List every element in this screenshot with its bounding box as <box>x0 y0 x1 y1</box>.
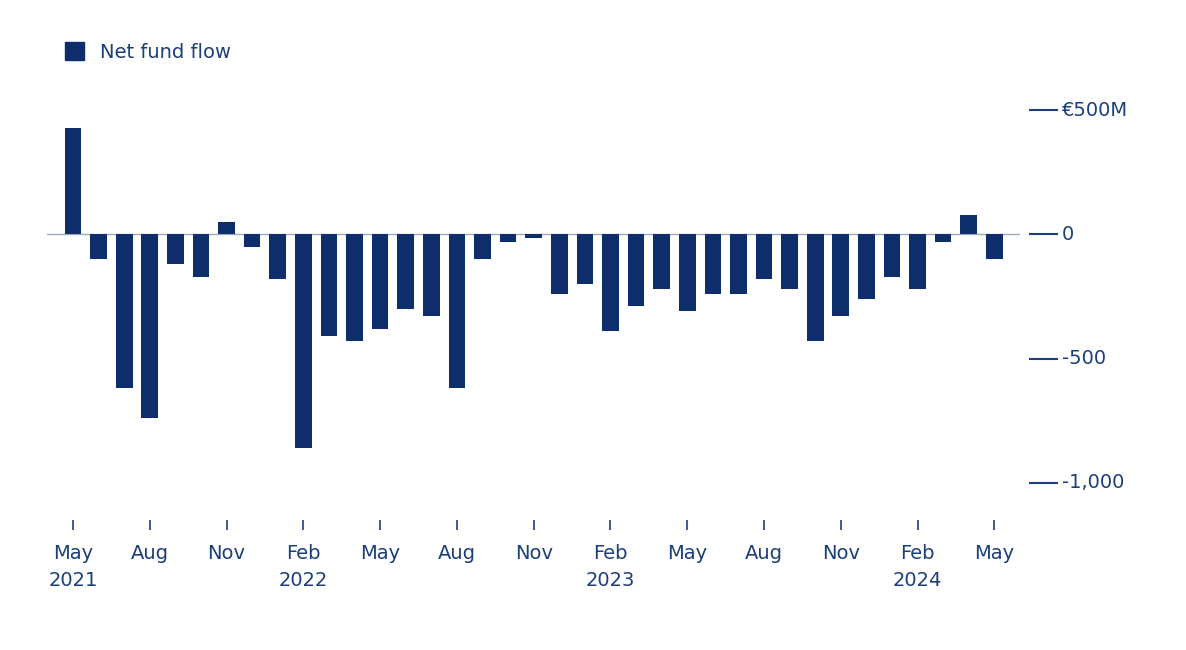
Text: May: May <box>975 544 1014 564</box>
Bar <box>935 235 951 242</box>
Bar <box>192 235 209 277</box>
Text: May: May <box>361 544 400 564</box>
Bar <box>90 235 107 259</box>
Bar <box>448 235 465 389</box>
Bar <box>295 235 312 448</box>
Bar <box>884 235 900 277</box>
Text: 0: 0 <box>1061 225 1075 244</box>
Text: Nov: Nov <box>822 544 860 564</box>
Bar <box>525 235 542 238</box>
Bar <box>704 235 721 294</box>
Text: Aug: Aug <box>130 544 168 564</box>
Bar <box>755 235 772 279</box>
Bar <box>167 235 184 265</box>
Bar <box>653 235 670 289</box>
Bar <box>65 127 82 235</box>
Bar <box>116 235 133 389</box>
Bar <box>320 235 337 336</box>
Text: 2023: 2023 <box>586 571 636 590</box>
Bar <box>372 235 389 329</box>
Text: Feb: Feb <box>900 544 935 564</box>
Text: -1,000: -1,000 <box>1061 473 1124 492</box>
Text: 2021: 2021 <box>49 571 97 590</box>
Text: May: May <box>668 544 707 564</box>
Bar <box>141 235 158 418</box>
Bar <box>269 235 286 279</box>
Bar <box>474 235 491 259</box>
Bar <box>833 235 849 317</box>
Bar <box>218 222 235 235</box>
Bar <box>244 235 261 247</box>
Text: 2022: 2022 <box>279 571 329 590</box>
Bar <box>678 235 695 311</box>
Text: €500M: €500M <box>1061 101 1128 120</box>
Bar <box>423 235 440 317</box>
Bar <box>806 235 823 341</box>
Bar <box>910 235 926 289</box>
Text: 2024: 2024 <box>893 571 942 590</box>
Text: Nov: Nov <box>515 544 553 564</box>
Bar <box>986 235 1002 259</box>
Text: May: May <box>53 544 93 564</box>
Text: Nov: Nov <box>208 544 246 564</box>
Bar <box>346 235 363 341</box>
Text: Feb: Feb <box>593 544 627 564</box>
Bar <box>627 235 644 306</box>
Text: Aug: Aug <box>745 544 783 564</box>
Bar <box>961 214 977 235</box>
Legend: Net fund flow: Net fund flow <box>57 34 238 70</box>
Text: Aug: Aug <box>438 544 476 564</box>
Bar <box>859 235 875 299</box>
Bar <box>499 235 516 242</box>
Text: Feb: Feb <box>286 544 320 564</box>
Bar <box>731 235 747 294</box>
Bar <box>782 235 798 289</box>
Bar <box>397 235 414 309</box>
Text: -500: -500 <box>1061 349 1105 368</box>
Bar <box>551 235 568 294</box>
Bar <box>576 235 593 284</box>
Bar <box>602 235 619 332</box>
